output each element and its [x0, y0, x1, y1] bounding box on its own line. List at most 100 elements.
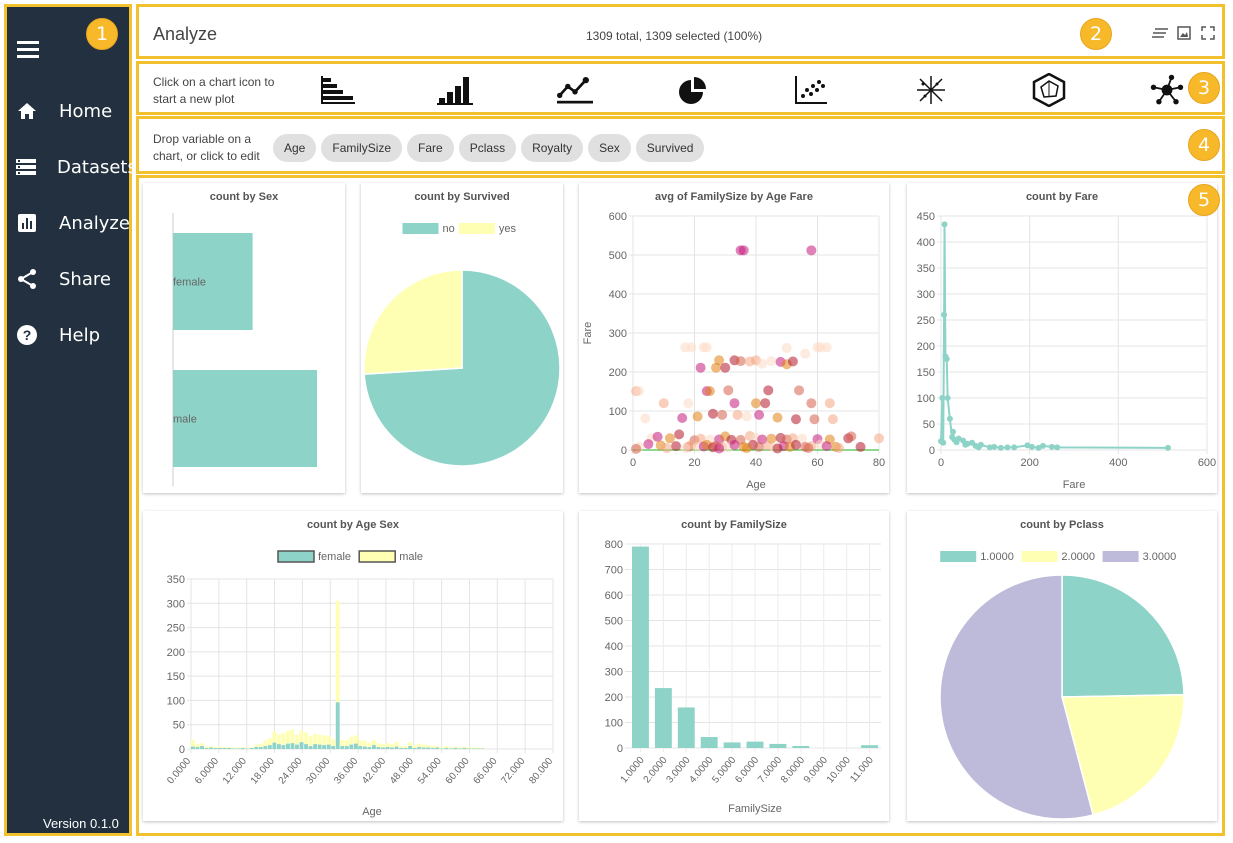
bar-male [462, 746, 467, 749]
bar-male [353, 735, 358, 744]
bar-male [245, 747, 250, 749]
scatter-point [631, 443, 642, 454]
bar-female [263, 746, 268, 749]
sidebar-item-home[interactable]: Home [7, 91, 132, 131]
variable-chip-sex[interactable]: Sex [588, 134, 631, 162]
sidebar-item-datasets[interactable]: Datasets [7, 147, 137, 187]
bar-male [290, 729, 295, 744]
bar [632, 546, 649, 748]
y-tick-label: 200 [917, 341, 935, 353]
scatter-point [803, 443, 814, 454]
scatter-point [766, 356, 777, 367]
line-chart-icon[interactable] [557, 72, 593, 108]
bar-male [304, 732, 308, 745]
y-tick-label: 400 [605, 641, 623, 653]
variable-chip-age[interactable]: Age [273, 134, 317, 162]
chart-card-survived[interactable]: no yes count by Survived [361, 183, 563, 493]
menu-icon[interactable] [17, 41, 39, 58]
network-chart-icon[interactable] [1149, 72, 1185, 108]
chart-title: count by FamilySize [681, 519, 787, 531]
variable-chip-fare[interactable]: Fare [407, 134, 454, 162]
bar-chart-icon[interactable] [437, 72, 473, 108]
list-icon[interactable] [1152, 25, 1168, 41]
chart-card-fare[interactable]: 0 50 100 150 200 250 300 350 400 450 0 200 400 600 Far… [907, 183, 1217, 493]
chart-card-agesex[interactable]: 0 50 100 150 200 250 300 350 0.0000 6.0000 12.000 1… [143, 511, 563, 821]
sidebar-item-share[interactable]: Share [7, 259, 132, 299]
scatter-point [763, 385, 774, 396]
scatter-point [664, 433, 675, 444]
pie-chart-icon[interactable] [675, 72, 711, 108]
bar-male [444, 746, 449, 749]
scatter-point [643, 439, 654, 450]
legend-swatch [1021, 551, 1058, 562]
scatter-chart-icon[interactable] [793, 72, 829, 108]
legend-label: yes [499, 223, 517, 235]
scatter-point [751, 398, 761, 409]
version-label: Version 0.1.0 [43, 816, 119, 831]
bar-female [362, 746, 367, 749]
bar-female [412, 748, 417, 749]
chart-familysize-svg: 0 100 200 300 400 500 600 700 800 1.00002.00003.0… [605, 539, 881, 815]
x-tick-label: 5.0000 [710, 755, 738, 786]
bar-male [213, 747, 218, 749]
radial-chart-icon[interactable] [913, 72, 949, 108]
bar-male [344, 740, 349, 747]
variable-chip-royalty[interactable]: Royalty [521, 134, 584, 162]
pie-slice [363, 269, 463, 375]
bar [769, 743, 787, 748]
chart-card-familysize[interactable]: 0 100 200 300 400 500 600 700 800 1.0000 2.0000 3.0… [579, 511, 889, 821]
bar-female [276, 744, 281, 749]
line-point [939, 395, 946, 401]
x-tick-label: 7.0000 [756, 755, 784, 786]
sidebar-item-help[interactable]: ? Help [7, 315, 132, 355]
bar-female [408, 746, 413, 749]
bar-male [335, 600, 340, 703]
pie-slice [1061, 574, 1185, 698]
svg-text:?: ? [23, 327, 32, 343]
bar-female [340, 746, 345, 749]
scatter-point [658, 398, 669, 409]
fullscreen-icon[interactable] [1200, 25, 1216, 41]
y-tick-label: 150 [167, 671, 185, 683]
badge-4: 4 [1188, 129, 1220, 161]
bar-male [204, 746, 209, 749]
scatter-point [821, 441, 832, 452]
sidebar-item-label: Analyze [59, 212, 130, 234]
variable-chip-familysize[interactable]: FamilySize [321, 134, 403, 162]
header-bar: Analyze 1309 total, 1309 selected (100%) [136, 4, 1225, 59]
variable-chip-survived[interactable]: Survived [635, 134, 705, 162]
y-tick-label: 50 [173, 720, 185, 732]
y-tick-label: 100 [609, 406, 627, 418]
chart-card-scatter[interactable]: 0 100 200 300 400 500 600 0 20 40 60 80 Age Fare avg … [579, 183, 889, 493]
x-tick-label: 8.0000 [779, 755, 807, 786]
bar-female [317, 744, 322, 749]
bar-male [430, 746, 435, 749]
scatter-point [640, 413, 651, 424]
chart-card-pclass[interactable]: 1.0000 2.0000 3.0000 count by Pclass [907, 511, 1217, 821]
sidebar-item-analyze[interactable]: Analyze [7, 203, 132, 243]
bar-male [195, 744, 200, 748]
chart-card-sex[interactable]: female male count by Sex [143, 183, 345, 493]
header-tools [1152, 25, 1216, 41]
variable-chip-pclass[interactable]: Pclass [458, 134, 517, 162]
bar-male [390, 744, 394, 748]
bar-male [191, 739, 195, 747]
image-icon[interactable] [1176, 25, 1192, 41]
x-axis-label: Fare [1063, 479, 1086, 491]
bar-male [381, 744, 385, 748]
scatter-point [809, 414, 820, 425]
bar-female [353, 743, 358, 749]
plot-hint-line: Click on a chart icon to [153, 75, 275, 89]
radar-chart-icon[interactable] [1031, 72, 1067, 108]
horizontal-bar-chart-icon[interactable] [319, 72, 355, 108]
line-point [1004, 444, 1011, 451]
scatter-point [652, 431, 663, 442]
bar-female [191, 746, 195, 749]
line-point [1048, 443, 1055, 450]
bar-female [254, 747, 259, 749]
scatter-point [824, 398, 835, 409]
x-tick-label: 48.000 [388, 756, 416, 787]
datasets-icon [15, 155, 37, 179]
scatter-point [732, 409, 743, 420]
y-axis-label: Fare [582, 322, 594, 345]
